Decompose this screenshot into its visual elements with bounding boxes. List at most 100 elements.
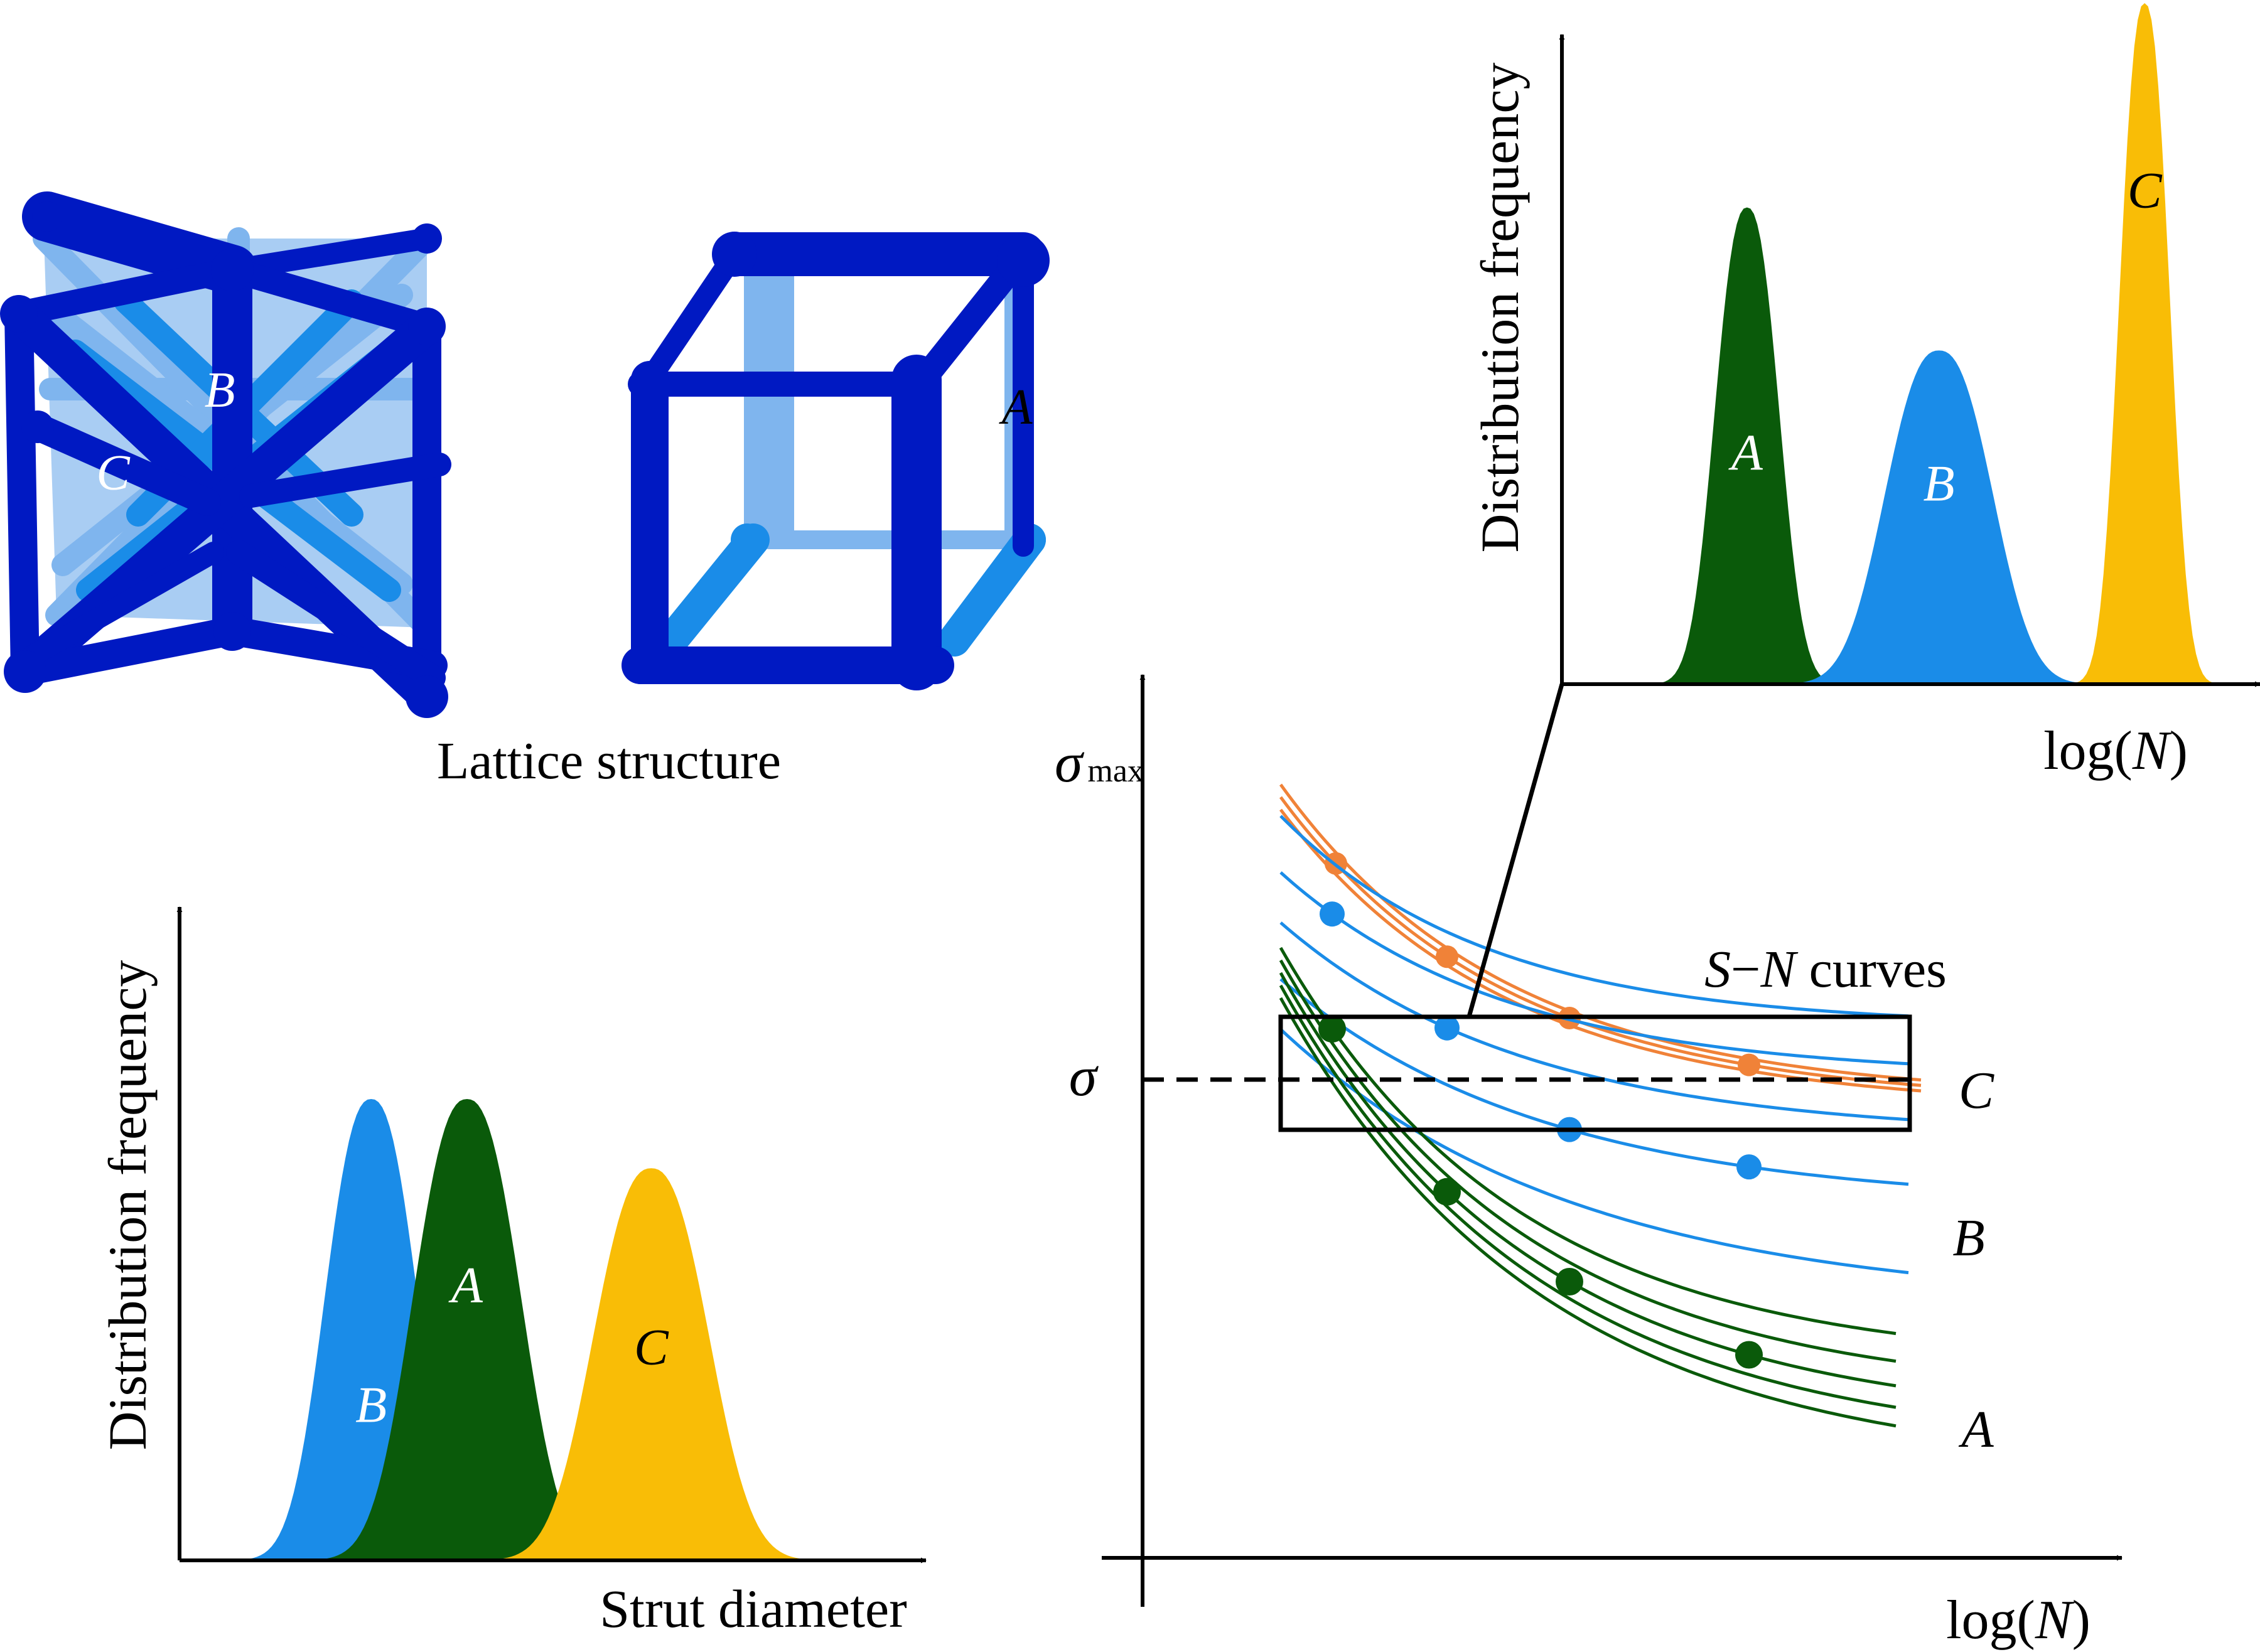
sn-point-orange	[1738, 1053, 1760, 1076]
peak-b	[1562, 350, 2247, 684]
bcc-lattice-cell: B C	[0, 191, 451, 718]
sn-curve-a	[1279, 984, 1897, 1409]
lattice-label-B: B	[205, 363, 235, 418]
cubic-node	[731, 523, 763, 556]
stress-level-label: σ	[1069, 1046, 1099, 1108]
bcc-front-strut	[239, 453, 451, 508]
bcc-node	[32, 201, 62, 232]
cubic-front-strut	[636, 244, 745, 395]
zoom-connector-line	[1466, 684, 1564, 1017]
sn-curve-b	[1279, 978, 1909, 1186]
bcc-front-strut	[4, 299, 40, 686]
selection-box	[1278, 1014, 1912, 1132]
cubic-front-struts	[622, 232, 1050, 690]
bcc-front-strut	[220, 257, 439, 339]
cubic-back-strut	[744, 264, 794, 534]
x-label-prefix: log(	[1946, 1590, 2035, 1651]
bcc-node	[213, 612, 251, 650]
bottom-dist-x-label: Strut diameter	[600, 1579, 907, 1639]
lattice-label-C: C	[96, 446, 131, 501]
peak-label-b: B	[355, 1376, 387, 1434]
peak-c	[1562, 3, 2247, 684]
sn-curve-a	[1279, 972, 1897, 1388]
sn-curve-bundles	[1279, 783, 1922, 1428]
bottom-dist-y-label: Distribution frequency	[97, 960, 158, 1451]
peak-label-a: A	[448, 1256, 483, 1313]
sn-curve-b	[1279, 921, 1909, 1122]
bcc-front-strut	[27, 542, 224, 663]
cubic-node	[997, 234, 1050, 287]
sn-curve-a	[1279, 947, 1897, 1336]
sn-curve-orange	[1279, 808, 1922, 1093]
sn-curve-orange	[1279, 796, 1922, 1087]
bcc-node	[4, 650, 46, 693]
x-label-prefix: log(	[2043, 721, 2133, 781]
bcc-front-strut	[24, 413, 221, 516]
peak-label-c: C	[634, 1319, 669, 1376]
fatigue-life-peaks: A B C	[1562, 3, 2247, 684]
bcc-front-strut	[226, 540, 446, 690]
peak-c	[180, 1168, 917, 1560]
strut-diameter-peaks: B A C	[180, 1099, 917, 1560]
x-label-suffix: )	[2072, 1590, 2090, 1651]
peak-label-a: A	[1728, 424, 1763, 481]
bcc-front-strut	[222, 228, 438, 281]
bcc-node	[406, 675, 448, 718]
sn-point-a	[1556, 1268, 1583, 1295]
top-dist-y-label: Distribution frequency	[1470, 63, 1530, 553]
sn-title-N: N	[1760, 940, 1799, 999]
bcc-node	[21, 410, 54, 443]
sn-point-orange	[1436, 945, 1458, 968]
sn-curves-plot: σ max σ S−N curves C B A log(N)	[1055, 674, 2123, 1651]
sn-point-b	[1434, 1015, 1460, 1041]
sn-title: S−N curves	[1704, 940, 1947, 999]
top-dist-x-label: log(N)	[2043, 721, 2188, 781]
sn-title-S: S	[1704, 940, 1731, 999]
sn-label-B: B	[1952, 1209, 1984, 1267]
cubic-lattice-cell: A	[622, 232, 1050, 690]
bcc-front-strut	[6, 257, 245, 326]
sn-curve-orange	[1279, 783, 1922, 1082]
y-label-subscript: max	[1087, 753, 1144, 789]
sn-curve-a	[1279, 959, 1897, 1363]
y-label-symbol: σ	[1055, 732, 1085, 794]
sn-label-A: A	[1958, 1400, 1994, 1459]
x-label-var: N	[2035, 1590, 2075, 1651]
bcc-front-struts	[0, 191, 451, 718]
lattice-label-A: A	[999, 380, 1033, 435]
cubic-node	[712, 232, 757, 277]
peak-label-c: C	[2128, 162, 2163, 219]
fatigue-life-distribution: A B C Distribution frequency log(N)	[1470, 3, 2260, 781]
sn-curve-b	[1279, 815, 1909, 1018]
strut-diameter-distribution: B A C Distribution frequency Strut diamete…	[97, 906, 927, 1639]
bcc-node	[412, 223, 442, 254]
sn-label-C: C	[1959, 1061, 1994, 1120]
sn-y-label: σ max	[1055, 732, 1144, 794]
cubic-back-struts	[655, 264, 1046, 657]
sn-point-a	[1318, 1015, 1346, 1043]
bcc-node	[0, 295, 38, 333]
sn-point-b	[1320, 901, 1345, 927]
bcc-node	[408, 308, 446, 345]
lattice-caption: Lattice structure	[437, 732, 781, 790]
cubic-back-strut	[655, 523, 770, 657]
peak-b	[180, 1099, 917, 1560]
sn-curve-a	[1279, 997, 1897, 1428]
sn-point-a	[1735, 1341, 1763, 1369]
sn-point-b	[1736, 1154, 1762, 1180]
lattice-structures: B C	[0, 191, 1050, 790]
peak-a	[1562, 207, 2247, 684]
peak-a	[180, 1099, 917, 1560]
bcc-front-strut	[22, 191, 257, 295]
peak-label-b: B	[1924, 455, 1955, 512]
sn-title-dash: −	[1731, 940, 1760, 999]
x-label-suffix: )	[2170, 721, 2188, 781]
sn-x-label: log(N)	[1946, 1590, 2090, 1651]
sn-curve-b	[1279, 1028, 1909, 1275]
bcc-node	[211, 249, 254, 291]
sn-point-a	[1433, 1177, 1461, 1206]
bcc-front-strut	[11, 616, 247, 686]
sn-title-rest: curves	[1796, 940, 1947, 999]
sn-curve-b	[1279, 871, 1909, 1066]
